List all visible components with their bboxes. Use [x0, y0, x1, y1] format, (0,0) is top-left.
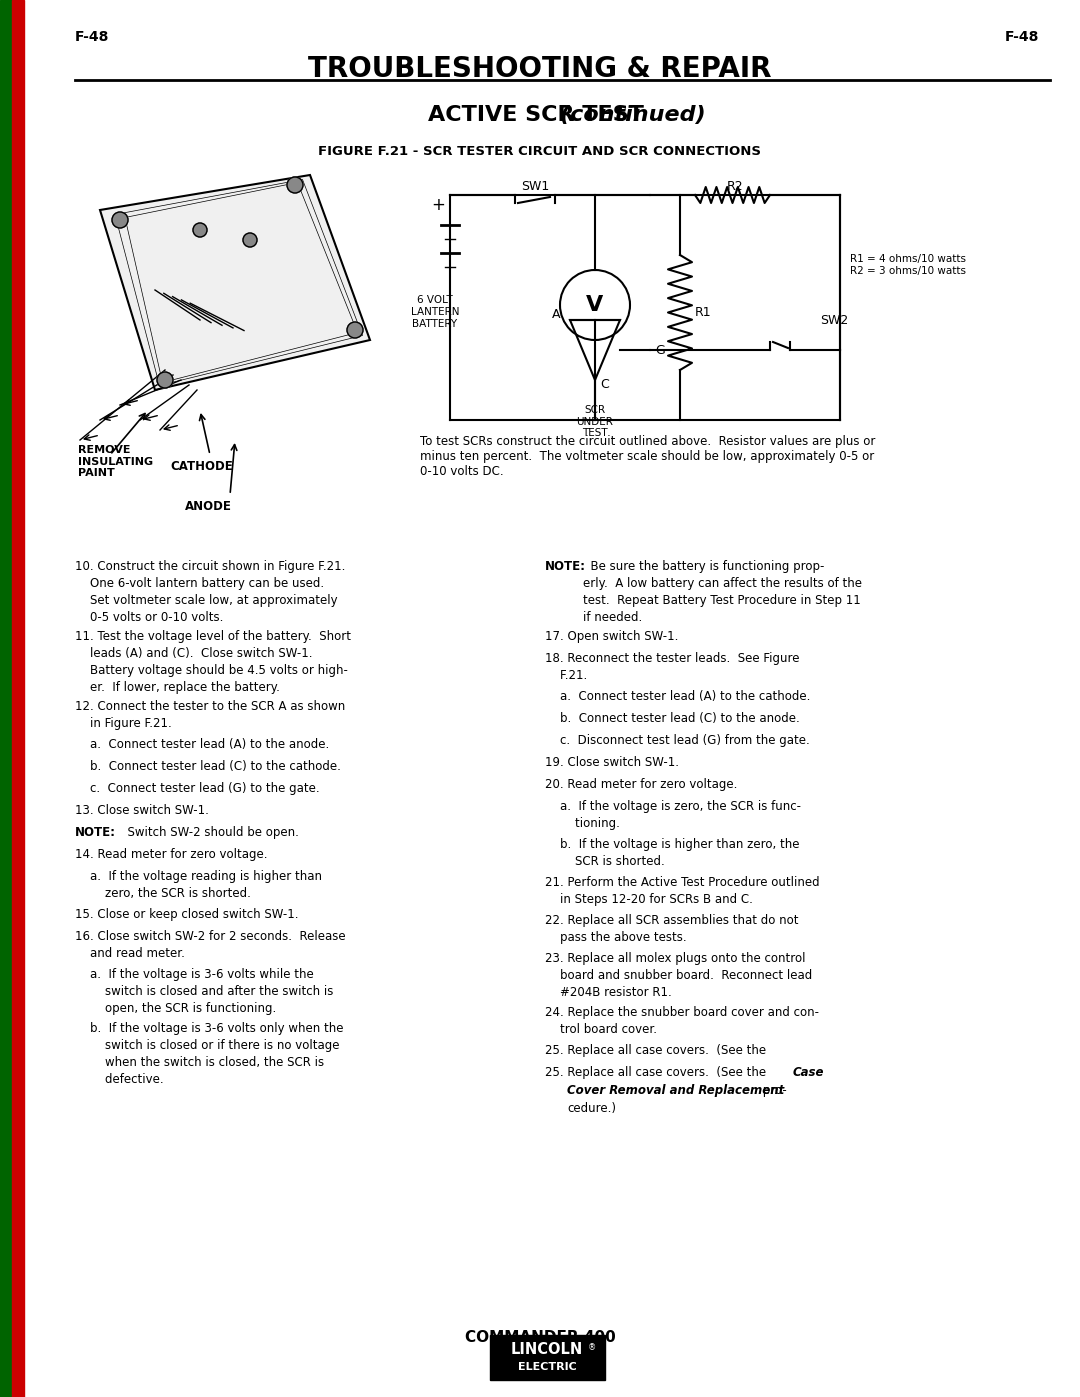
- Text: G: G: [654, 344, 665, 356]
- Text: SCR
UNDER
TEST: SCR UNDER TEST: [577, 405, 613, 439]
- Text: NOTE:: NOTE:: [75, 826, 116, 840]
- Text: Return to Section TOC: Return to Section TOC: [3, 647, 13, 753]
- Text: ANODE: ANODE: [185, 500, 232, 513]
- Text: c.  Connect tester lead (G) to the gate.: c. Connect tester lead (G) to the gate.: [75, 782, 320, 795]
- Text: pro-: pro-: [759, 1084, 786, 1097]
- Circle shape: [287, 177, 303, 193]
- Text: 21. Perform the Active Test Procedure outlined
    in Steps 12-20 for SCRs B and: 21. Perform the Active Test Procedure ou…: [545, 876, 820, 907]
- Text: +: +: [431, 196, 445, 214]
- Text: C: C: [600, 379, 609, 391]
- Text: Case: Case: [793, 1066, 824, 1078]
- Text: R2: R2: [727, 180, 743, 193]
- Text: 25. Replace all case covers.  (See the: 25. Replace all case covers. (See the: [545, 1044, 770, 1058]
- Text: Return to Master TOC: Return to Master TOC: [15, 648, 25, 752]
- Text: Be sure the battery is functioning prop-
erly.  A low battery can affect the res: Be sure the battery is functioning prop-…: [583, 560, 862, 624]
- Circle shape: [157, 372, 173, 388]
- Text: ®: ®: [588, 1343, 596, 1352]
- Text: a.  If the voltage is zero, the SCR is func-
        tioning.: a. If the voltage is zero, the SCR is fu…: [545, 800, 801, 830]
- Text: b.  If the voltage is 3-6 volts only when the
        switch is closed or if the: b. If the voltage is 3-6 volts only when…: [75, 1023, 343, 1085]
- Text: R1: R1: [696, 306, 712, 319]
- Text: 24. Replace the snubber board cover and con-
    trol board cover.: 24. Replace the snubber board cover and …: [545, 1006, 819, 1037]
- Text: 19. Close switch SW-1.: 19. Close switch SW-1.: [545, 756, 679, 768]
- Text: b.  Connect tester lead (C) to the anode.: b. Connect tester lead (C) to the anode.: [545, 712, 800, 725]
- Polygon shape: [100, 175, 370, 390]
- Circle shape: [112, 212, 129, 228]
- Text: ELECTRIC: ELECTRIC: [517, 1362, 577, 1372]
- Text: Switch SW-2 should be open.: Switch SW-2 should be open.: [120, 826, 299, 840]
- Text: b.  Connect tester lead (C) to the cathode.: b. Connect tester lead (C) to the cathod…: [75, 760, 341, 773]
- Text: 13. Close switch SW-1.: 13. Close switch SW-1.: [75, 805, 208, 817]
- Text: 22. Replace all SCR assemblies that do not
    pass the above tests.: 22. Replace all SCR assemblies that do n…: [545, 914, 798, 944]
- Text: a.  If the voltage is 3-6 volts while the
        switch is closed and after the: a. If the voltage is 3-6 volts while the…: [75, 968, 334, 1016]
- Text: ACTIVE SCR TEST: ACTIVE SCR TEST: [428, 105, 652, 124]
- Text: c.  Disconnect test lead (G) from the gate.: c. Disconnect test lead (G) from the gat…: [545, 733, 810, 747]
- Text: 16. Close switch SW-2 for 2 seconds.  Release
    and read meter.: 16. Close switch SW-2 for 2 seconds. Rel…: [75, 930, 346, 960]
- Text: 14. Read meter for zero voltage.: 14. Read meter for zero voltage.: [75, 848, 268, 861]
- Text: 18. Reconnect the tester leads.  See Figure
    F.21.: 18. Reconnect the tester leads. See Figu…: [545, 652, 799, 682]
- Text: 10. Construct the circuit shown in Figure F.21.
    One 6-volt lantern battery c: 10. Construct the circuit shown in Figur…: [75, 560, 346, 624]
- Text: a.  Connect tester lead (A) to the anode.: a. Connect tester lead (A) to the anode.: [75, 738, 329, 752]
- Text: F-48: F-48: [75, 29, 109, 43]
- Text: COMMANDER 400: COMMANDER 400: [464, 1330, 616, 1345]
- Text: Return to Master TOC: Return to Master TOC: [15, 299, 25, 401]
- Text: a.  Connect tester lead (A) to the cathode.: a. Connect tester lead (A) to the cathod…: [545, 690, 810, 703]
- Text: 20. Read meter for zero voltage.: 20. Read meter for zero voltage.: [545, 778, 738, 791]
- Text: LINCOLN: LINCOLN: [511, 1343, 583, 1356]
- Text: 15. Close or keep closed switch SW-1.: 15. Close or keep closed switch SW-1.: [75, 908, 298, 921]
- Text: Return to Master TOC: Return to Master TOC: [15, 999, 25, 1101]
- Text: 25. Replace all case covers.  (See the: 25. Replace all case covers. (See the: [545, 1066, 770, 1078]
- Circle shape: [561, 270, 630, 339]
- Text: NOTE:: NOTE:: [545, 560, 586, 573]
- Text: SW1: SW1: [521, 180, 549, 193]
- Text: To test SCRs construct the circuit outlined above.  Resistor values are plus or
: To test SCRs construct the circuit outli…: [420, 434, 876, 478]
- Text: Return to Section TOC: Return to Section TOC: [3, 298, 13, 402]
- Text: 11. Test the voltage level of the battery.  Short
    leads (A) and (C).  Close : 11. Test the voltage level of the batter…: [75, 630, 351, 694]
- Text: (continued): (continued): [374, 105, 706, 124]
- Text: 12. Connect the tester to the SCR A as shown
    in Figure F.21.: 12. Connect the tester to the SCR A as s…: [75, 700, 346, 731]
- Text: A: A: [552, 309, 561, 321]
- Text: R1 = 4 ohms/10 watts
R2 = 3 ohms/10 watts: R1 = 4 ohms/10 watts R2 = 3 ohms/10 watt…: [850, 254, 966, 275]
- Text: cedure.): cedure.): [567, 1102, 616, 1115]
- Text: CATHODE: CATHODE: [170, 460, 233, 474]
- Text: Cover Removal and Replacement: Cover Removal and Replacement: [567, 1084, 784, 1097]
- Text: 6 VOLT
LANTERN
BATTERY: 6 VOLT LANTERN BATTERY: [410, 295, 459, 328]
- Text: SW2: SW2: [820, 313, 848, 327]
- Text: 17. Open switch SW-1.: 17. Open switch SW-1.: [545, 630, 678, 643]
- Circle shape: [243, 233, 257, 247]
- Text: 23. Replace all molex plugs onto the control
    board and snubber board.  Recon: 23. Replace all molex plugs onto the con…: [545, 951, 812, 999]
- Bar: [0, 0, 12, 1397]
- Text: REMOVE
INSULATING
PAINT: REMOVE INSULATING PAINT: [78, 446, 153, 478]
- Circle shape: [193, 224, 207, 237]
- Text: TROUBLESHOOTING & REPAIR: TROUBLESHOOTING & REPAIR: [308, 54, 772, 82]
- Text: a.  If the voltage reading is higher than
        zero, the SCR is shorted.: a. If the voltage reading is higher than…: [75, 870, 322, 900]
- Text: V: V: [586, 295, 604, 314]
- Text: FIGURE F.21 - SCR TESTER CIRCUIT AND SCR CONNECTIONS: FIGURE F.21 - SCR TESTER CIRCUIT AND SCR…: [319, 145, 761, 158]
- Text: b.  If the voltage is higher than zero, the
        SCR is shorted.: b. If the voltage is higher than zero, t…: [545, 838, 799, 868]
- Text: Return to Section TOC: Return to Section TOC: [3, 997, 13, 1102]
- Circle shape: [347, 321, 363, 338]
- Text: F-48: F-48: [1005, 29, 1039, 43]
- Bar: [490, 1336, 605, 1380]
- Bar: [12, 0, 24, 1397]
